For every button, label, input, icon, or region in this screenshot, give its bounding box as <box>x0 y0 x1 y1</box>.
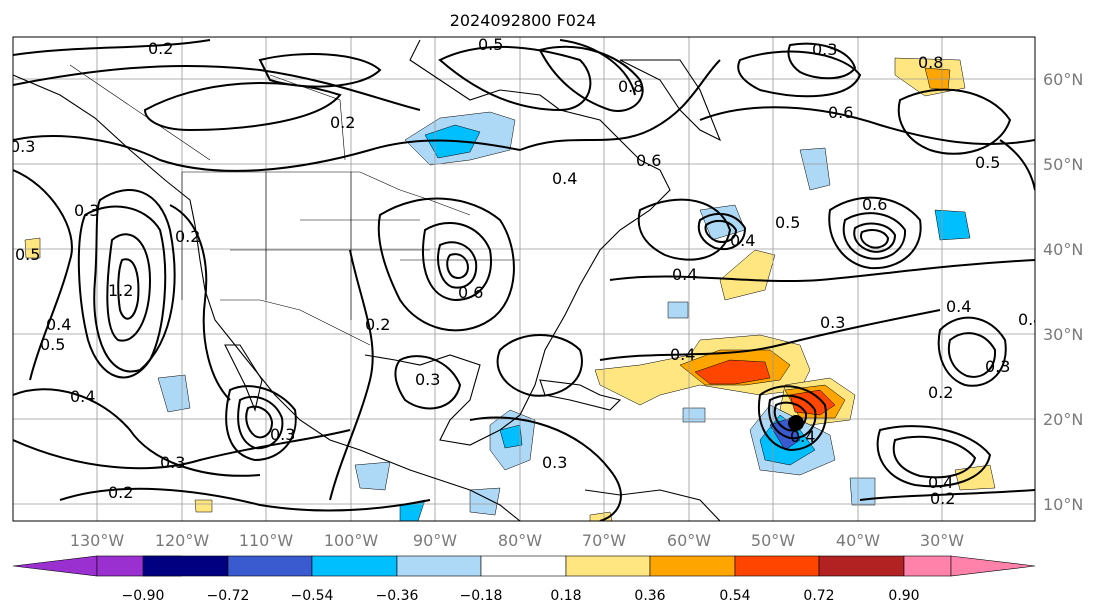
svg-text:110°W: 110°W <box>239 531 294 550</box>
svg-text:0.72: 0.72 <box>803 588 834 604</box>
latitude-ticks: 10°N 20°N 30°N 40°N 50°N 60°N <box>1043 70 1083 514</box>
fill-yellow-e <box>954 464 996 491</box>
colorbar <box>12 555 1036 577</box>
svg-text:0.2: 0.2 <box>148 39 173 58</box>
fill-red-storm <box>694 359 771 385</box>
svg-text:−0.72: −0.72 <box>207 588 250 604</box>
svg-text:0.4: 0.4 <box>670 345 695 364</box>
svg-text:0.3: 0.3 <box>415 370 440 389</box>
svg-text:0.5: 0.5 <box>775 213 800 232</box>
svg-text:30°N: 30°N <box>1043 325 1083 344</box>
svg-text:0.3: 0.3 <box>270 425 295 444</box>
svg-text:0.5: 0.5 <box>478 35 503 54</box>
svg-text:0.3: 0.3 <box>820 313 845 332</box>
svg-text:1.2: 1.2 <box>108 281 133 300</box>
svg-text:−0.90: −0.90 <box>122 588 165 604</box>
fill-blue-pac2 <box>354 461 391 491</box>
svg-text:0.8: 0.8 <box>918 53 943 72</box>
svg-text:0.90: 0.90 <box>888 588 919 604</box>
svg-text:−0.18: −0.18 <box>460 588 503 604</box>
svg-text:−0.36: −0.36 <box>376 588 419 604</box>
svg-text:60°W: 60°W <box>667 531 711 550</box>
svg-text:60°N: 60°N <box>1043 70 1083 89</box>
svg-text:10°N: 10°N <box>1043 495 1083 514</box>
svg-text:0.6: 0.6 <box>828 103 853 122</box>
fill-yellow-pac2 <box>194 499 213 513</box>
svg-text:0.2: 0.2 <box>108 483 133 502</box>
svg-text:0.4: 0.4 <box>928 473 953 492</box>
svg-text:0.2: 0.2 <box>930 489 955 508</box>
svg-text:−0.54: −0.54 <box>291 588 334 604</box>
svg-text:0.2: 0.2 <box>175 227 200 246</box>
svg-text:0.4: 0.4 <box>730 231 755 250</box>
fill-yellow-mid <box>719 249 776 301</box>
svg-text:0.4: 0.4 <box>672 265 697 284</box>
fill-blue-1 <box>667 301 689 319</box>
fill-blue-east40 <box>934 209 971 241</box>
svg-text:30°W: 30°W <box>920 531 964 550</box>
svg-text:0.6: 0.6 <box>862 195 887 214</box>
map-frame <box>12 36 1036 522</box>
fill-deepblue-carib <box>499 424 523 449</box>
svg-text:0.3: 0.3 <box>812 40 837 59</box>
anomaly-fills <box>24 57 996 521</box>
svg-text:0.18: 0.18 <box>550 588 581 604</box>
fill-yellow-pac <box>24 237 41 259</box>
svg-text:0.3: 0.3 <box>985 357 1010 376</box>
svg-text:90°W: 90°W <box>413 531 457 550</box>
svg-text:100°W: 100°W <box>324 531 379 550</box>
svg-text:0.3: 0.3 <box>10 137 35 156</box>
svg-text:0.4: 0.4 <box>70 387 95 406</box>
svg-text:130°W: 130°W <box>70 531 125 550</box>
colorbar-extend-high <box>950 555 1036 577</box>
map-gridlines <box>13 37 1035 521</box>
svg-text:120°W: 120°W <box>155 531 210 550</box>
svg-text:0.4: 0.4 <box>1018 310 1043 329</box>
svg-text:20°N: 20°N <box>1043 410 1083 429</box>
svg-text:0.3: 0.3 <box>160 453 185 472</box>
svg-text:0.54: 0.54 <box>719 588 750 604</box>
colorbar-extend-low <box>12 555 98 577</box>
svg-text:70°W: 70°W <box>582 531 626 550</box>
fill-blue-pac <box>157 374 191 413</box>
svg-text:0.8: 0.8 <box>618 77 643 96</box>
svg-text:0.3: 0.3 <box>542 453 567 472</box>
svg-text:0.4: 0.4 <box>946 297 971 316</box>
svg-text:0.2: 0.2 <box>330 113 355 132</box>
fill-blue-pac4 <box>469 487 501 516</box>
svg-text:40°N: 40°N <box>1043 240 1083 259</box>
svg-text:0.4: 0.4 <box>46 315 71 334</box>
svg-text:0.6: 0.6 <box>636 151 661 170</box>
svg-text:80°W: 80°W <box>498 531 542 550</box>
political-borders <box>69 64 520 346</box>
svg-text:50°N: 50°N <box>1043 155 1083 174</box>
svg-text:0.6: 0.6 <box>458 283 483 302</box>
svg-text:0.2: 0.2 <box>928 383 953 402</box>
fill-blue-atl-50 <box>799 147 831 191</box>
svg-text:0.5: 0.5 <box>15 245 40 264</box>
coastlines <box>13 39 722 521</box>
svg-text:0.36: 0.36 <box>634 588 665 604</box>
contour-labels: 0.2 0.5 0.3 0.8 0.2 0.4 0.3 0.6 0.8 0.5 … <box>10 35 1043 508</box>
colorbar-ticks: −0.90 −0.72 −0.54 −0.36 −0.18 0.18 0.36 … <box>122 588 920 604</box>
svg-text:40°W: 40°W <box>836 531 880 550</box>
map-area: 0.2 0.5 0.3 0.8 0.2 0.4 0.3 0.6 0.8 0.5 … <box>10 35 1043 521</box>
contour-lines <box>13 39 1035 521</box>
plot-title: 2024092800 F024 <box>450 11 597 30</box>
svg-text:0.5: 0.5 <box>40 335 65 354</box>
svg-text:0.2: 0.2 <box>365 315 390 334</box>
fill-blue-e2 <box>849 477 876 506</box>
longitude-ticks: 130°W 120°W 110°W 100°W 90°W 80°W 70°W 6… <box>70 531 964 550</box>
svg-text:0.5: 0.5 <box>975 153 1000 172</box>
fill-blue-2 <box>682 407 706 423</box>
svg-text:50°W: 50°W <box>751 531 795 550</box>
svg-text:0.3: 0.3 <box>74 201 99 220</box>
storm-center-marker <box>788 415 804 431</box>
svg-text:0.4: 0.4 <box>552 169 577 188</box>
svg-text:0.4: 0.4 <box>790 427 815 446</box>
